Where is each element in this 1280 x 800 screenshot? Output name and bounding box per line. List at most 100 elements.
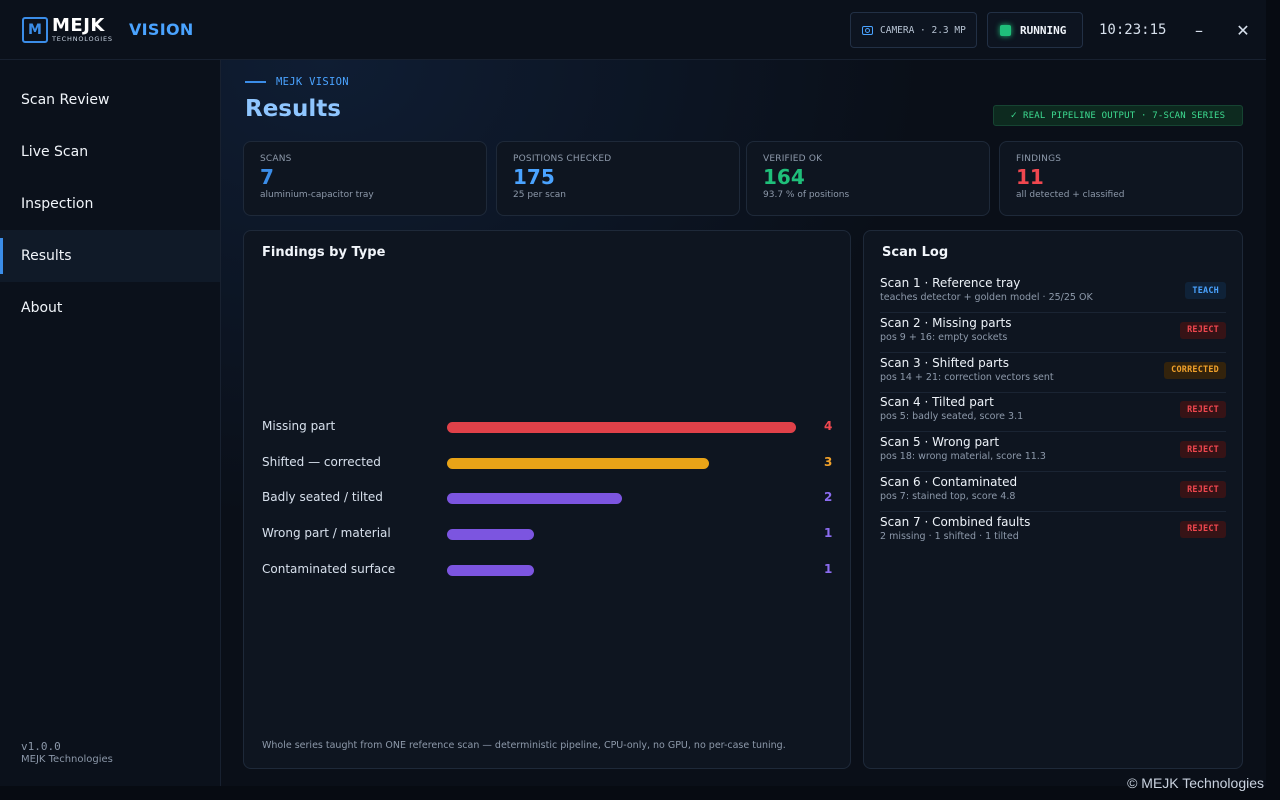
minimize-button[interactable]: – bbox=[1187, 18, 1211, 42]
main-content: MEJK VISION Results ✓ REAL PIPELINE OUTP… bbox=[221, 60, 1266, 786]
kpi-sub: 25 per scan bbox=[513, 190, 566, 200]
kpi-card-verified: VERIFIED OK 164 93.7 % of positions bbox=[746, 141, 990, 216]
section-eyebrow: MEJK VISION bbox=[245, 76, 349, 88]
bar-label: Contaminated surface bbox=[262, 561, 396, 576]
scan-log-item[interactable]: Scan 2 · Missing parts pos 9 + 16: empty … bbox=[880, 313, 1226, 353]
app-window: M MEJK TECHNOLOGIES VISION CAMERA · 2.3 … bbox=[0, 0, 1266, 786]
status-badge: REJECT bbox=[1180, 401, 1226, 419]
kpi-value: 164 bbox=[763, 165, 805, 189]
kpi-label: VERIFIED OK bbox=[763, 154, 823, 164]
status-badge: CORRECTED bbox=[1164, 361, 1226, 379]
status-badge: REJECT bbox=[1180, 441, 1226, 459]
sidebar-item-label: About bbox=[21, 300, 63, 316]
bar-label: Missing part bbox=[262, 419, 336, 433]
pipeline-badge-label: REAL PIPELINE OUTPUT · 7-SCAN SERIES bbox=[1022, 110, 1226, 121]
close-button[interactable]: ✕ bbox=[1231, 18, 1255, 42]
scan-log-title: Scan Log bbox=[882, 245, 949, 260]
scan-log-title: Scan 7 · Combined faults bbox=[880, 514, 1031, 529]
kpi-sub: aluminium-capacitor tray bbox=[260, 190, 374, 200]
pipeline-badge: ✓ REAL PIPELINE OUTPUT · 7-SCAN SERIES bbox=[993, 105, 1243, 126]
bar-value: 1 bbox=[824, 526, 833, 541]
bar-value: 4 bbox=[824, 419, 833, 433]
kpi-label: FINDINGS bbox=[1016, 154, 1062, 164]
title-bar: M MEJK TECHNOLOGIES VISION CAMERA · 2.3 … bbox=[0, 0, 1266, 60]
bar bbox=[447, 457, 709, 469]
kpi-sub: 93.7 % of positions bbox=[763, 190, 850, 200]
logo-mark-icon: M bbox=[22, 17, 48, 43]
scan-log-desc: 2 missing · 1 shifted · 1 tilted bbox=[880, 530, 1019, 542]
camera-icon bbox=[862, 25, 873, 35]
kpi-value: 175 bbox=[513, 165, 555, 189]
sidebar-item-scan-review[interactable]: Scan Review bbox=[0, 74, 220, 126]
bar-row: Missing part 4 bbox=[262, 417, 832, 437]
sidebar-item-results[interactable]: Results bbox=[0, 230, 220, 282]
scan-log-title: Scan 2 · Missing parts bbox=[880, 315, 1012, 330]
scan-log-desc: pos 9 + 16: empty sockets bbox=[880, 331, 1008, 343]
findings-panel-title: Findings by Type bbox=[262, 245, 386, 260]
bar-value: 1 bbox=[824, 561, 833, 576]
product-name: VISION bbox=[129, 20, 194, 39]
running-label: RUNNING bbox=[1020, 23, 1067, 37]
scan-log-desc: pos 14 + 21: correction vectors sent bbox=[880, 371, 1054, 383]
kpi-value: 7 bbox=[260, 165, 274, 189]
scan-log-item[interactable]: Scan 5 · Wrong part pos 18: wrong materia… bbox=[880, 432, 1226, 473]
scan-log-panel: Scan Log Scan 1 · Reference tray teaches … bbox=[863, 230, 1243, 769]
scan-log-title: Scan 5 · Wrong part bbox=[880, 435, 1000, 450]
kpi-label: POSITIONS CHECKED bbox=[513, 154, 612, 164]
bar bbox=[447, 529, 535, 541]
check-icon: ✓ bbox=[1010, 110, 1017, 121]
findings-panel: Findings by Type Missing part 4 Shifted — … bbox=[243, 230, 851, 769]
kpi-sub: all detected + classified bbox=[1016, 190, 1125, 200]
scan-log-title: Scan 4 · Tilted part bbox=[880, 395, 994, 410]
scan-log-title: Scan 6 · Contaminated bbox=[880, 475, 1018, 489]
kpi-label: SCANS bbox=[260, 154, 292, 164]
bar-row: Shifted — corrected 3 bbox=[262, 453, 832, 473]
logo-word: MEJK bbox=[52, 15, 105, 37]
sidebar-item-inspection[interactable]: Inspection bbox=[0, 178, 220, 230]
status-badge: REJECT bbox=[1180, 520, 1226, 538]
bar-row: Wrong part / material 1 bbox=[262, 524, 832, 544]
scan-log-item[interactable]: Scan 3 · Shifted parts pos 14 + 21: corre… bbox=[880, 353, 1226, 393]
sidebar-item-live-scan[interactable]: Live Scan bbox=[0, 126, 220, 178]
sidebar-item-about[interactable]: About bbox=[0, 282, 220, 334]
camera-status-chip[interactable]: CAMERA · 2.3 MP bbox=[850, 12, 977, 48]
bar-track bbox=[447, 529, 796, 541]
kpi-card-positions: POSITIONS CHECKED 175 25 per scan bbox=[496, 141, 740, 216]
logo-subtitle: TECHNOLOGIES bbox=[52, 35, 113, 44]
bar-value: 3 bbox=[824, 454, 833, 469]
running-status-chip[interactable]: RUNNING bbox=[987, 12, 1083, 48]
close-icon: ✕ bbox=[1236, 20, 1250, 40]
status-badge: TEACH bbox=[1185, 282, 1226, 299]
bar-value: 2 bbox=[824, 490, 833, 505]
kpi-card-scans: SCANS 7 aluminium-capacitor tray bbox=[243, 141, 487, 216]
sidebar-item-label: Live Scan bbox=[21, 144, 89, 160]
page-title: Results bbox=[245, 96, 341, 122]
sidebar-item-label: Results bbox=[21, 248, 72, 264]
bar-label: Shifted — corrected bbox=[262, 454, 381, 469]
scan-log-desc: pos 18: wrong material, score 11.3 bbox=[880, 451, 1046, 463]
scan-log-item[interactable]: Scan 4 · Tilted part pos 5: badly seated,… bbox=[880, 392, 1226, 433]
scan-log-item[interactable]: Scan 6 · Contaminated pos 7: stained top,… bbox=[880, 472, 1226, 512]
clock: 10:23:15 bbox=[1099, 22, 1167, 38]
bar-track bbox=[447, 564, 796, 576]
bar bbox=[447, 493, 622, 505]
scan-log-title: Scan 1 · Reference tray bbox=[880, 276, 1021, 290]
camera-label: CAMERA · 2.3 MP bbox=[880, 24, 966, 36]
scan-log-item[interactable]: Scan 7 · Combined faults 2 missing · 1 sh… bbox=[880, 512, 1226, 552]
eyebrow-label: MEJK VISION bbox=[276, 76, 349, 88]
sidebar-item-label: Inspection bbox=[21, 196, 94, 212]
app-version: v1.0.0 bbox=[21, 740, 61, 753]
bar-track bbox=[447, 493, 796, 505]
bar bbox=[447, 564, 535, 576]
status-badge: REJECT bbox=[1180, 321, 1226, 339]
minimize-icon: – bbox=[1195, 20, 1203, 40]
sidebar-item-label: Scan Review bbox=[21, 92, 110, 108]
scan-log-desc: pos 7: stained top, score 4.8 bbox=[880, 491, 1016, 502]
scan-log-item[interactable]: Scan 1 · Reference tray teaches detector … bbox=[880, 273, 1226, 313]
brand-logo: M MEJK TECHNOLOGIES bbox=[22, 17, 113, 43]
scan-log-title: Scan 3 · Shifted parts bbox=[880, 355, 1010, 370]
bar-track bbox=[447, 457, 796, 469]
kpi-value: 11 bbox=[1016, 165, 1044, 189]
bar-track bbox=[447, 422, 796, 433]
bar-row: Badly seated / tilted 2 bbox=[262, 488, 832, 508]
